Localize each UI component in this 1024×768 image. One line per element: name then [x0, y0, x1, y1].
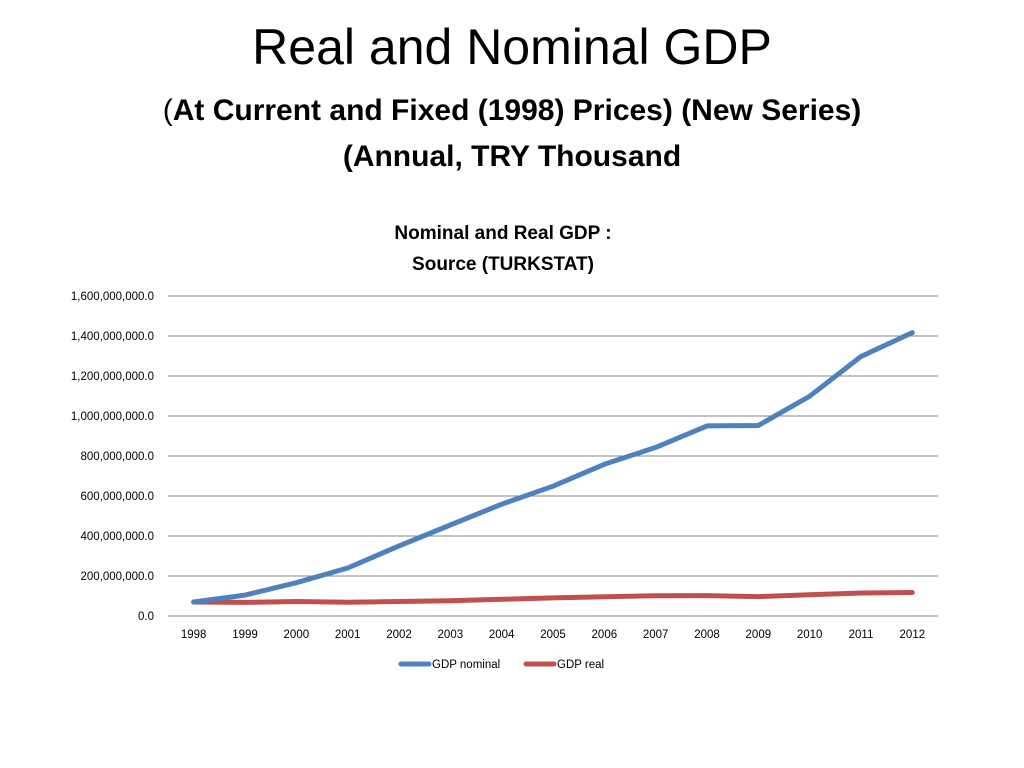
chart-title-line-1: Nominal and Real GDP : — [394, 223, 611, 244]
x-tick-label: 2008 — [694, 629, 720, 641]
x-tick-label: 2003 — [438, 629, 464, 641]
y-tick-label: 1,400,000,000.0 — [71, 331, 154, 343]
x-tick-label: 2005 — [540, 629, 566, 641]
chart-title-line-2: Source (TURKSTAT) — [412, 254, 594, 275]
x-tick-label: 2012 — [900, 629, 926, 641]
x-tick-label: 1999 — [232, 629, 258, 641]
subtitle-paren: ( — [162, 94, 173, 127]
subtitle-bold-text: At Current and Fixed (1998) Prices) (New… — [172, 94, 862, 173]
x-tick-label: 2004 — [489, 629, 515, 641]
x-tick-label: 2010 — [797, 629, 823, 641]
y-tick-label: 400,000,000.0 — [80, 531, 154, 543]
x-tick-label: 2000 — [284, 629, 310, 641]
legend-label: GDP real — [557, 659, 604, 671]
y-tick-label: 1,000,000,000.0 — [71, 411, 154, 423]
y-tick-label: 600,000,000.0 — [80, 491, 154, 503]
legend-label: GDP nominal — [432, 659, 500, 671]
x-tick-label: 2007 — [643, 629, 669, 641]
x-tick-label: 1998 — [181, 629, 207, 641]
x-tick-label: 2001 — [335, 629, 361, 641]
y-tick-label: 1,600,000,000.0 — [71, 291, 154, 303]
y-tick-label: 200,000,000.0 — [80, 571, 154, 583]
slide-title: Real and Nominal GDP — [252, 19, 772, 75]
series-line-gdp-nominal — [191, 330, 915, 605]
x-tick-label: 2006 — [592, 629, 618, 641]
x-tick-label: 2002 — [386, 629, 412, 641]
x-tick-label: 2009 — [746, 629, 772, 641]
x-tick-label: 2011 — [849, 629, 874, 641]
y-tick-label: 800,000,000.0 — [80, 451, 154, 463]
slide-subtitle: (At Current and Fixed (1998) Prices) (Ne… — [112, 88, 912, 180]
y-tick-label: 1,200,000,000.0 — [71, 371, 154, 383]
y-tick-label: 0.0 — [138, 611, 154, 623]
series-line-gdp-real — [191, 590, 915, 605]
